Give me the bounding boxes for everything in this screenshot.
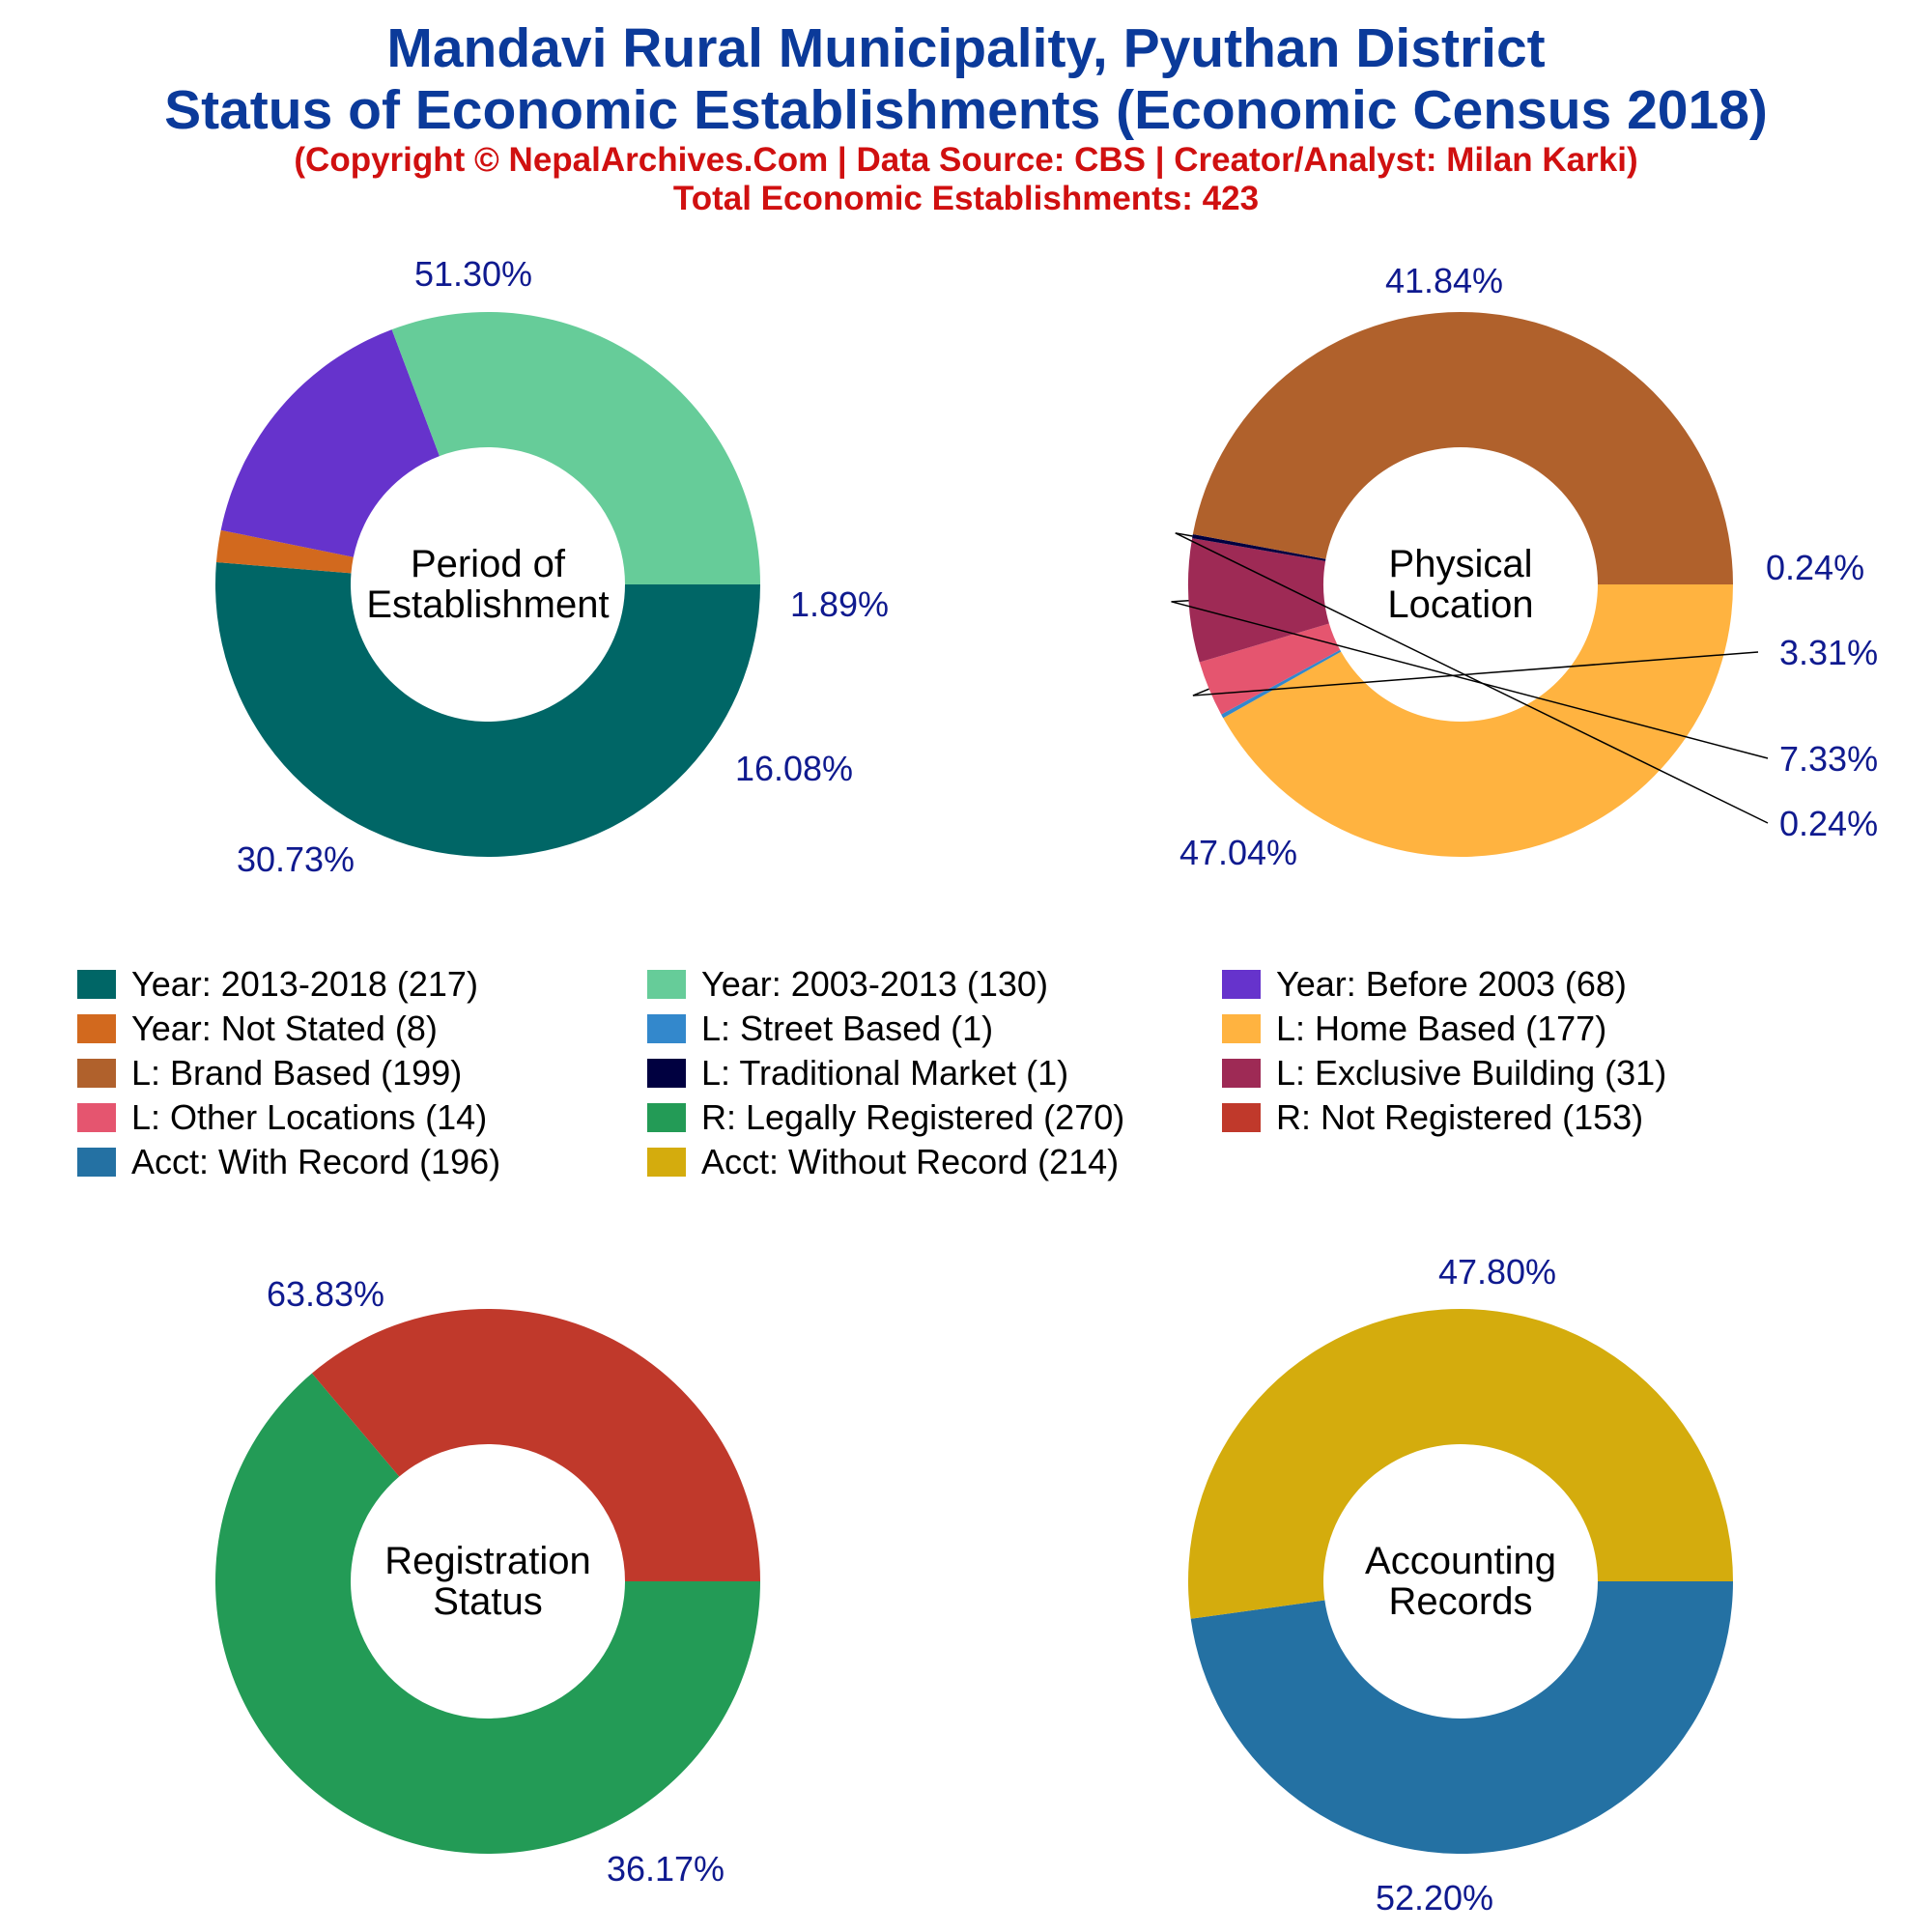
legend-item: Year: Before 2003 (68) <box>1222 962 1627 1007</box>
legend-label: Year: 2013-2018 (217) <box>131 964 478 1004</box>
legend-swatch <box>647 970 686 999</box>
percent-label: 63.83% <box>267 1274 384 1314</box>
chart-header: Mandavi Rural Municipality, Pyuthan Dist… <box>0 17 1932 218</box>
donut-center-label: Accounting <box>1365 1540 1556 1582</box>
chart-title-line2: Status of Economic Establishments (Econo… <box>164 79 1768 141</box>
donut-slice <box>1188 1309 1733 1619</box>
legend-label: Acct: With Record (196) <box>131 1142 501 1181</box>
donut-slice <box>215 529 354 574</box>
donut-slice <box>215 561 760 858</box>
percent-label: 3.31% <box>1779 633 1878 672</box>
donut-center-label: Records <box>1389 1580 1533 1623</box>
legend-item: Year: Not Stated (8) <box>77 1007 438 1051</box>
legend-swatch <box>647 1014 686 1043</box>
leader-line <box>1192 651 1759 696</box>
chart-title-line1: Mandavi Rural Municipality, Pyuthan Dist… <box>386 17 1546 79</box>
legend-swatch <box>1222 1014 1261 1043</box>
legend-label: Year: 2003-2013 (130) <box>701 964 1048 1004</box>
legend-swatch <box>647 1103 686 1132</box>
legend-label: L: Exclusive Building (31) <box>1276 1053 1667 1093</box>
legend-swatch <box>647 1148 686 1177</box>
donut-slice <box>220 329 440 557</box>
donut-center-label: Period of <box>411 543 566 585</box>
legend-label: L: Other Locations (14) <box>131 1097 488 1137</box>
donut-slice <box>1223 584 1733 858</box>
legend-item: R: Legally Registered (270) <box>647 1095 1124 1140</box>
donut-slice <box>311 1308 760 1581</box>
percent-label: 52.20% <box>1376 1878 1493 1918</box>
percent-label: 41.84% <box>1385 261 1503 300</box>
percent-label: 0.24% <box>1766 548 1864 587</box>
legend-item: L: Traditional Market (1) <box>647 1051 1068 1095</box>
legend-item: L: Street Based (1) <box>647 1007 993 1051</box>
legend-label: L: Street Based (1) <box>701 1009 994 1048</box>
legend-label: Year: Before 2003 (68) <box>1276 964 1627 1004</box>
legend-label: Year: Not Stated (8) <box>131 1009 438 1048</box>
legend-item: L: Other Locations (14) <box>77 1095 487 1140</box>
percent-label: 47.80% <box>1438 1252 1556 1292</box>
donut-center-label: Establishment <box>366 583 609 626</box>
donut-slice <box>1192 533 1326 561</box>
legend-swatch <box>647 1059 686 1088</box>
legend-swatch <box>1222 970 1261 999</box>
percent-label: 47.04% <box>1179 833 1297 872</box>
legend-label: R: Not Registered (153) <box>1276 1097 1644 1137</box>
donut-center-label: Physical <box>1389 543 1533 585</box>
leader-line <box>1175 532 1769 824</box>
legend-item: Year: 2003-2013 (130) <box>647 962 1048 1007</box>
percent-label: 0.24% <box>1779 804 1878 843</box>
leader-line <box>1171 599 1769 759</box>
donut-slice <box>1192 311 1733 584</box>
legend-swatch <box>1222 1059 1261 1088</box>
legend-label: L: Traditional Market (1) <box>701 1053 1069 1093</box>
percent-label: 51.30% <box>414 254 532 294</box>
percent-label: 1.89% <box>790 584 889 624</box>
legend-item: Acct: With Record (196) <box>77 1140 500 1184</box>
donut-slice <box>214 1373 760 1854</box>
donut-slice <box>391 312 760 584</box>
donut-center-label: Status <box>433 1580 542 1623</box>
percent-label: 7.33% <box>1779 739 1878 779</box>
donut-slice <box>1190 1581 1733 1854</box>
donut-center-label: Registration <box>384 1540 590 1582</box>
donut-center-label: Location <box>1387 583 1533 626</box>
legend-swatch <box>77 1059 116 1088</box>
percent-label: 36.17% <box>607 1849 724 1889</box>
legend-item: L: Brand Based (199) <box>77 1051 462 1095</box>
legend-label: L: Brand Based (199) <box>131 1053 463 1093</box>
legend-swatch <box>77 1148 116 1177</box>
legend-label: R: Legally Registered (270) <box>701 1097 1125 1137</box>
legend-item: L: Exclusive Building (31) <box>1222 1051 1666 1095</box>
legend-item: Year: 2013-2018 (217) <box>77 962 478 1007</box>
total-line: Total Economic Establishments: 423 <box>672 180 1260 217</box>
percent-label: 30.73% <box>237 839 355 879</box>
legend-item: L: Home Based (177) <box>1222 1007 1606 1051</box>
donut-slice <box>1187 538 1329 663</box>
legend-swatch <box>77 970 116 999</box>
legend-swatch <box>77 1014 116 1043</box>
copyright-line: (Copyright © NepalArchives.Com | Data So… <box>294 141 1638 179</box>
percent-label: 16.08% <box>735 749 853 788</box>
legend-label: Acct: Without Record (214) <box>701 1142 1120 1181</box>
donut-slice <box>1221 649 1342 719</box>
legend-item: Acct: Without Record (214) <box>647 1140 1119 1184</box>
legend-label: L: Home Based (177) <box>1276 1009 1607 1048</box>
legend-swatch <box>1222 1103 1261 1132</box>
legend-item: R: Not Registered (153) <box>1222 1095 1643 1140</box>
legend-swatch <box>77 1103 116 1132</box>
